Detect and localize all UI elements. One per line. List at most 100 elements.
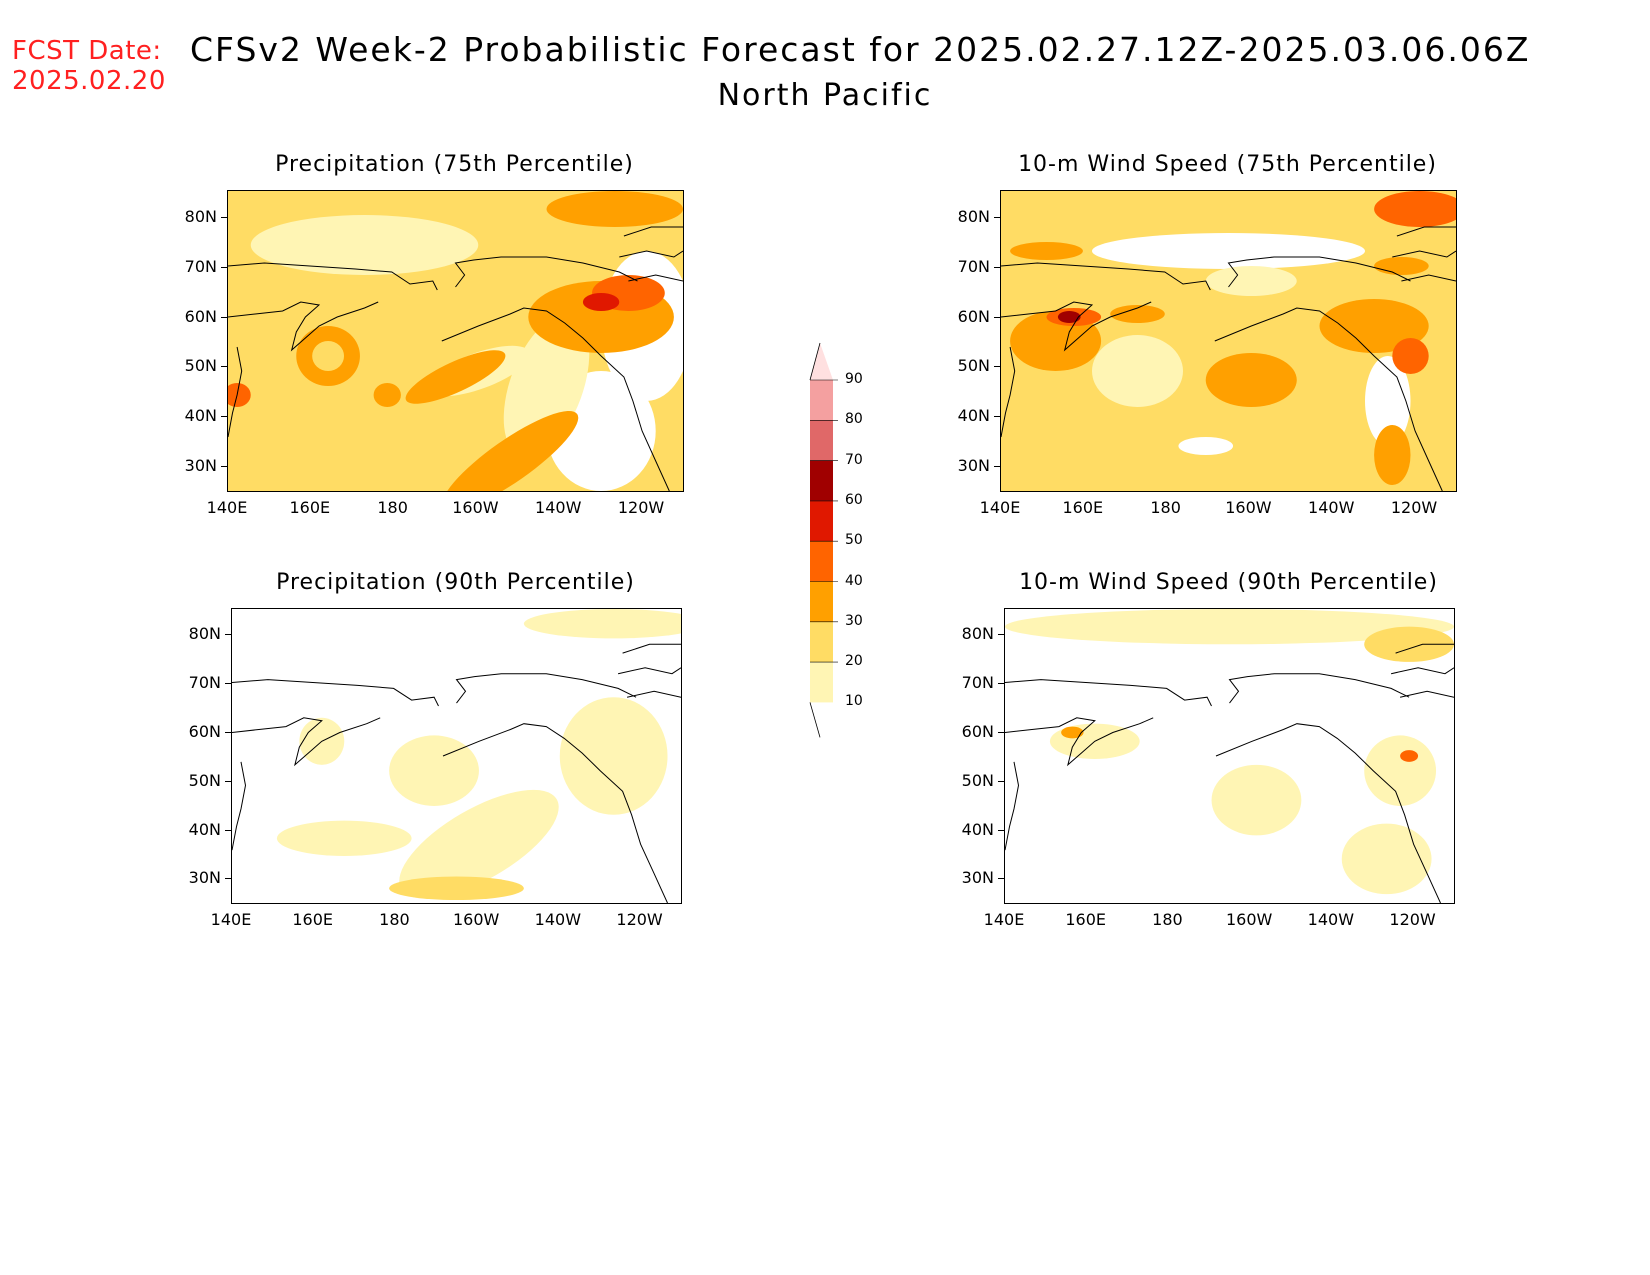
map-wind-90 bbox=[1004, 608, 1455, 904]
lat-tick bbox=[994, 466, 1000, 467]
lat-tick bbox=[221, 416, 227, 417]
colorbar-label: 70 bbox=[845, 452, 863, 468]
lat-tick bbox=[221, 267, 227, 268]
lon-tick-label: 160W bbox=[445, 498, 505, 517]
lat-tick bbox=[221, 466, 227, 467]
lat-tick-label: 30N bbox=[946, 456, 990, 475]
lon-tick-label: 160E bbox=[283, 910, 343, 929]
forecast-date-label: FCST Date: bbox=[12, 36, 166, 66]
panel-title-wind-75: 10-m Wind Speed (75th Percentile) bbox=[980, 152, 1475, 177]
lat-tick bbox=[998, 732, 1004, 733]
lat-tick bbox=[225, 830, 231, 831]
lon-tick-label: 160E bbox=[1053, 498, 1113, 517]
lat-tick-label: 60N bbox=[177, 722, 221, 741]
lon-tick-label: 140W bbox=[1301, 910, 1361, 929]
lon-tick-label: 160W bbox=[1218, 498, 1278, 517]
panel-title-precip-90: Precipitation (90th Percentile) bbox=[211, 570, 700, 595]
lat-tick-label: 30N bbox=[950, 868, 994, 887]
lon-tick-label: 120W bbox=[611, 498, 671, 517]
lat-tick bbox=[221, 317, 227, 318]
lat-tick bbox=[225, 781, 231, 782]
lat-tick bbox=[994, 317, 1000, 318]
lat-tick-label: 30N bbox=[177, 868, 221, 887]
colorbar-label: 10 bbox=[845, 693, 863, 709]
lat-tick-label: 70N bbox=[177, 673, 221, 692]
colorbar-label: 20 bbox=[845, 653, 863, 669]
lat-tick-label: 80N bbox=[177, 624, 221, 643]
lat-tick-label: 40N bbox=[173, 406, 217, 425]
lon-tick-label: 140W bbox=[1301, 498, 1361, 517]
lat-tick bbox=[225, 732, 231, 733]
lat-tick bbox=[994, 366, 1000, 367]
colorbar-cap-top bbox=[810, 343, 833, 380]
lat-tick bbox=[225, 634, 231, 635]
page-title: CFSv2 Week-2 Probabilistic Forecast for … bbox=[190, 30, 1650, 69]
lat-tick-label: 50N bbox=[177, 771, 221, 790]
lat-tick-label: 30N bbox=[173, 456, 217, 475]
lat-tick bbox=[225, 683, 231, 684]
lon-tick-label: 120W bbox=[1383, 910, 1443, 929]
colorbar-label: 80 bbox=[845, 411, 863, 427]
lat-tick bbox=[221, 366, 227, 367]
lat-tick-label: 40N bbox=[946, 406, 990, 425]
colorbar-label: 60 bbox=[845, 492, 863, 508]
lat-tick bbox=[998, 830, 1004, 831]
colorbar-segment bbox=[810, 461, 833, 501]
colorbar-label: 50 bbox=[845, 532, 863, 548]
lon-tick-label: 160E bbox=[1056, 910, 1116, 929]
panel-title-precip-75: Precipitation (75th Percentile) bbox=[207, 152, 702, 177]
lat-tick bbox=[221, 217, 227, 218]
map-wind-75 bbox=[1000, 190, 1457, 492]
lon-tick-label: 180 bbox=[1136, 498, 1196, 517]
colorbar-segment bbox=[810, 582, 833, 622]
lat-tick bbox=[994, 267, 1000, 268]
lat-tick-label: 50N bbox=[946, 356, 990, 375]
lat-tick-label: 40N bbox=[177, 820, 221, 839]
lat-tick-label: 80N bbox=[946, 207, 990, 226]
lon-tick-label: 140W bbox=[528, 910, 588, 929]
lat-tick bbox=[998, 878, 1004, 879]
page-subtitle: North Pacific bbox=[0, 78, 1650, 113]
lon-tick-label: 120W bbox=[610, 910, 670, 929]
lon-tick-label: 160W bbox=[446, 910, 506, 929]
map-precip-75 bbox=[227, 190, 684, 492]
lat-tick bbox=[998, 634, 1004, 635]
lon-tick-label: 140E bbox=[974, 910, 1034, 929]
map-precip-90 bbox=[231, 608, 682, 904]
lat-tick bbox=[994, 416, 1000, 417]
lat-tick-label: 60N bbox=[173, 307, 217, 326]
lon-tick-label: 120W bbox=[1384, 498, 1444, 517]
lat-tick-label: 70N bbox=[950, 673, 994, 692]
lat-tick-label: 70N bbox=[946, 257, 990, 276]
colorbar-label: 90 bbox=[845, 371, 863, 387]
colorbar-segment bbox=[810, 420, 833, 460]
lat-tick-label: 80N bbox=[950, 624, 994, 643]
lon-tick-label: 180 bbox=[364, 910, 424, 929]
lon-tick-label: 140E bbox=[201, 910, 261, 929]
lat-tick bbox=[994, 217, 1000, 218]
lat-tick-label: 50N bbox=[173, 356, 217, 375]
colorbar-cap-bottom bbox=[810, 702, 820, 737]
panel-title-wind-90: 10-m Wind Speed (90th Percentile) bbox=[984, 570, 1473, 595]
lon-tick-label: 140E bbox=[197, 498, 257, 517]
colorbar-label: 40 bbox=[845, 573, 863, 589]
lon-tick-label: 160W bbox=[1219, 910, 1279, 929]
colorbar-segment bbox=[810, 662, 833, 702]
lat-tick bbox=[225, 878, 231, 879]
colorbar-segment bbox=[810, 380, 833, 420]
colorbar-segment bbox=[810, 622, 833, 662]
lat-tick-label: 40N bbox=[950, 820, 994, 839]
lat-tick-label: 60N bbox=[946, 307, 990, 326]
lat-tick-label: 80N bbox=[173, 207, 217, 226]
colorbar-segment bbox=[810, 501, 833, 541]
lat-tick bbox=[998, 781, 1004, 782]
lon-tick-label: 180 bbox=[363, 498, 423, 517]
lat-tick-label: 70N bbox=[173, 257, 217, 276]
lat-tick-label: 50N bbox=[950, 771, 994, 790]
lon-tick-label: 140E bbox=[970, 498, 1030, 517]
lon-tick-label: 160E bbox=[280, 498, 340, 517]
colorbar-segment bbox=[810, 541, 833, 581]
colorbar-label: 30 bbox=[845, 613, 863, 629]
lat-tick bbox=[998, 683, 1004, 684]
lon-tick-label: 140W bbox=[528, 498, 588, 517]
